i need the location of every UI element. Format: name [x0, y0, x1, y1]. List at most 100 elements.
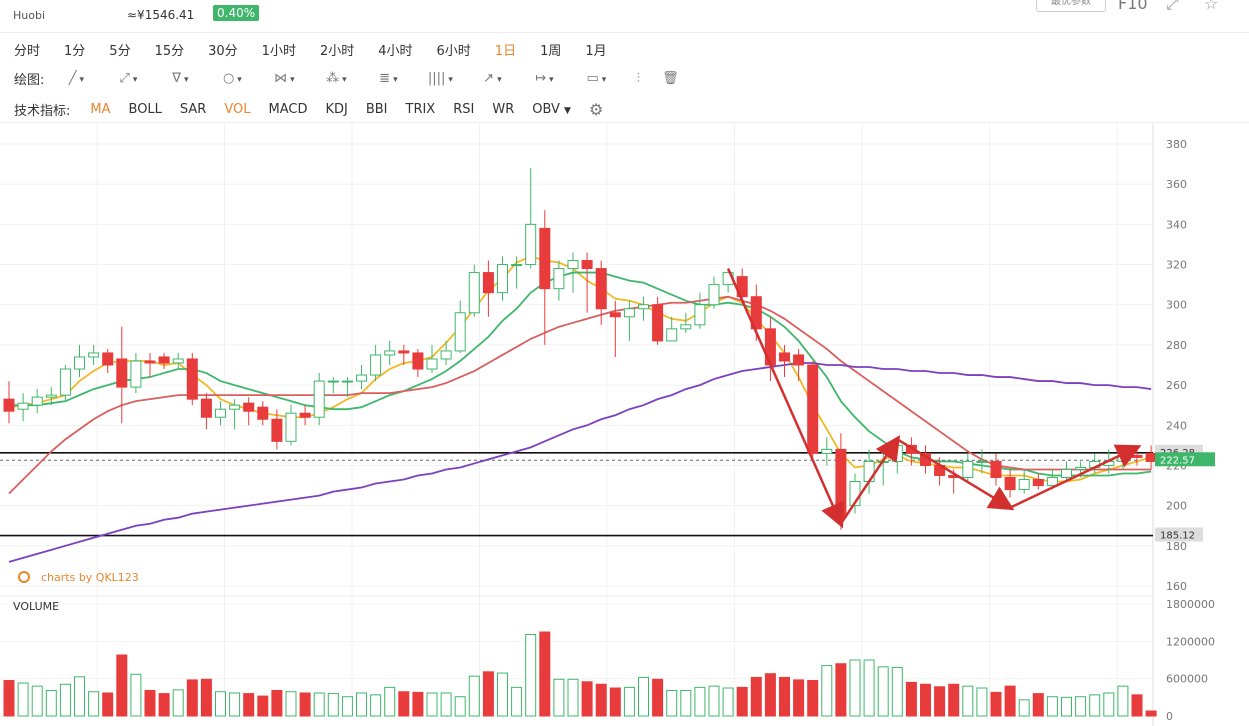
- timeframe-tab[interactable]: 30分: [208, 43, 238, 59]
- candle-body: [370, 354, 382, 376]
- optimal-params-button[interactable]: 最优参数: [1036, 0, 1106, 12]
- trash-icon[interactable]: 🗑: [662, 70, 679, 86]
- logo-icon: [18, 571, 30, 583]
- indicator-sar[interactable]: SAR: [179, 101, 207, 117]
- timeframe-tab[interactable]: 5分: [109, 43, 131, 59]
- volume-bar: [750, 676, 762, 717]
- candle-body: [652, 304, 664, 342]
- volume-bar: [736, 686, 748, 717]
- line-tool-icon[interactable]: ╱ ▾: [68, 70, 85, 86]
- header-bar: Huobi ≈¥1546.41 0.40% 最优参数 F10 ⤢ ☆: [0, 0, 1249, 33]
- indicator-obv[interactable]: OBV ▼: [532, 101, 571, 117]
- text-tool-icon[interactable]: ▭ ▾: [586, 70, 607, 86]
- gear-icon[interactable]: ⚙: [588, 99, 604, 119]
- timeframe-tab[interactable]: 15分: [154, 43, 185, 59]
- indicator-wr[interactable]: WR: [492, 101, 515, 117]
- candle-body: [412, 352, 424, 370]
- drawing-toolbar: 绘图: ╱ ▾ ⤢ ▾ ∇ ▾ ○ ▾ ⋈ ▾ ⁂ ▾ ≣ ▾ |||| ▾ ↗ ▾ ↦ ▾ ▭ ▾ ⫶ 🗑: [0, 64, 1249, 92]
- timeframe-tab[interactable]: 1日: [494, 43, 517, 59]
- fib-tool-icon[interactable]: ≣ ▾: [379, 70, 398, 86]
- volume-bar: [243, 693, 255, 717]
- channel-tool-icon[interactable]: ∇ ▾: [172, 70, 189, 86]
- wave-tool-icon[interactable]: ⋈ ▾: [274, 70, 295, 86]
- candle-body: [313, 380, 325, 418]
- volume-bar: [666, 689, 678, 717]
- indicator-label: 技术指标:: [14, 103, 71, 119]
- candle-body: [17, 402, 29, 410]
- price-badge-label: 185.12: [1160, 531, 1195, 542]
- indicator-vol[interactable]: VOL: [224, 101, 251, 117]
- candle-body: [891, 444, 903, 462]
- volume-bar: [1075, 696, 1087, 717]
- f10-button[interactable]: F10: [1118, 0, 1148, 13]
- volume-bar: [595, 683, 607, 717]
- timeframe-tab[interactable]: 1月: [585, 43, 607, 59]
- timeframe-tab[interactable]: 4小时: [378, 43, 413, 59]
- indicator-macd[interactable]: MACD: [268, 101, 308, 117]
- volume-bar: [454, 696, 466, 717]
- volume-bar: [313, 692, 325, 717]
- indicator-rsi[interactable]: RSI: [453, 101, 475, 117]
- pattern-tool-icon[interactable]: ⁂ ▾: [326, 70, 347, 86]
- volume-bar: [609, 687, 621, 717]
- candle-body: [200, 398, 212, 418]
- star-icon[interactable]: ☆: [1204, 0, 1219, 13]
- candle-body: [807, 364, 819, 454]
- candle-body: [553, 268, 565, 290]
- timeframe-tab[interactable]: 2小时: [319, 43, 355, 59]
- circle-tool-icon[interactable]: ○ ▾: [222, 70, 242, 86]
- candle-body: [990, 460, 1002, 479]
- timeframe-tab[interactable]: 1周: [540, 43, 562, 59]
- volume-tick-label: 0: [1166, 710, 1173, 723]
- candle-body: [398, 350, 410, 354]
- drawing-label: 绘图:: [14, 72, 45, 88]
- candle-body: [116, 358, 128, 388]
- candle-body: [1046, 477, 1058, 487]
- candle-body: [468, 272, 480, 314]
- candle-body: [215, 408, 226, 418]
- timeframe-tab[interactable]: 1小时: [261, 43, 296, 59]
- volume-bar: [764, 673, 776, 717]
- candle-body: [750, 296, 762, 330]
- indicator-tool-icon[interactable]: ⫶: [636, 70, 641, 86]
- gann-tool-icon[interactable]: |||| ▾: [427, 70, 453, 86]
- candle-body: [285, 412, 297, 442]
- indicator-ma[interactable]: MA: [90, 101, 111, 117]
- indicator-boll[interactable]: BOLL: [128, 101, 162, 117]
- candle-body: [793, 354, 805, 366]
- indicator-trix[interactable]: TRIX: [405, 101, 436, 117]
- volume-bar: [623, 686, 635, 717]
- candle-body: [1004, 477, 1016, 491]
- volume-bar: [17, 682, 29, 717]
- price-tick-label: 360: [1166, 178, 1187, 191]
- timeframe-tab[interactable]: 6小时: [436, 43, 471, 59]
- volume-bar: [3, 680, 15, 717]
- candle-body: [609, 312, 621, 318]
- volume-label: VOLUME: [13, 600, 59, 613]
- measure-tool-icon[interactable]: ↦ ▾: [535, 70, 554, 86]
- candle-body: [694, 304, 706, 326]
- volume-bar: [144, 689, 156, 717]
- price-tick-label: 320: [1166, 259, 1187, 272]
- volume-bar: [934, 686, 946, 717]
- volume-bar: [835, 663, 847, 717]
- fullscreen-icon[interactable]: ⤢: [1166, 0, 1179, 13]
- indicator-bbi[interactable]: BBI: [365, 101, 388, 117]
- volume-bar: [1004, 685, 1016, 717]
- timeframe-tab[interactable]: 分时: [14, 43, 41, 59]
- volume-bar: [1103, 692, 1115, 717]
- trend-arrow: [726, 268, 845, 529]
- candle-body: [581, 260, 593, 270]
- volume-bar: [497, 672, 508, 717]
- ray-tool-icon[interactable]: ⤢ ▾: [119, 70, 138, 86]
- volume-bar: [468, 675, 480, 717]
- price-badge: [1155, 527, 1203, 542]
- indicator-kdj[interactable]: KDJ: [325, 101, 348, 117]
- arrow-tool-icon[interactable]: ↗ ▾: [483, 70, 502, 86]
- timeframe-tab[interactable]: 1分: [64, 43, 86, 59]
- indicator-bar: 技术指标: MA BOLL SAR VOL MACD KDJ BBI TRIX RSI WR OBV …: [0, 96, 1249, 123]
- candlestick-chart[interactable]: 1601802002202402602803003203403603800600…: [0, 124, 1249, 726]
- volume-bar: [74, 676, 85, 717]
- change-badge: 0.40%: [213, 5, 260, 21]
- volume-bar: [1117, 685, 1129, 717]
